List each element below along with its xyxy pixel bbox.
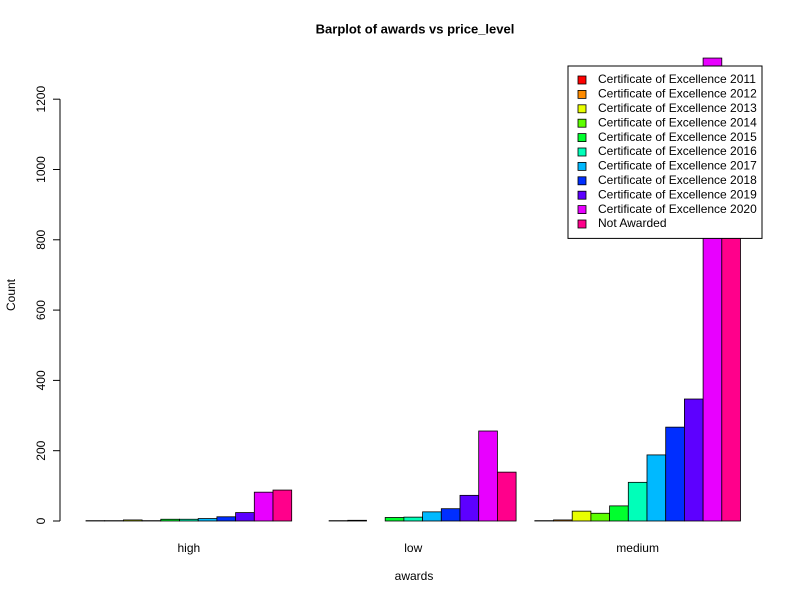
y-tick-label: 400 <box>34 370 48 390</box>
legend-swatch <box>577 118 587 128</box>
legend-label: Certificate of Excellence 2015 <box>598 130 757 144</box>
bar <box>384 517 405 522</box>
x-axis-label: awards <box>395 569 434 583</box>
legend-swatch <box>577 176 587 186</box>
bar <box>403 516 423 522</box>
legend-swatch <box>577 219 587 229</box>
bar <box>665 426 685 522</box>
legend-label: Not Awarded <box>598 216 667 230</box>
y-tick-label: 600 <box>34 300 48 320</box>
legend-label: Certificate of Excellence 2014 <box>598 115 757 129</box>
x-tick-label: medium <box>616 541 659 555</box>
y-tick-label: 200 <box>34 440 48 460</box>
bar <box>684 398 704 522</box>
y-tick-label: 1000 <box>34 156 48 183</box>
y-tick-label: 800 <box>34 229 48 249</box>
bar <box>459 494 480 522</box>
legend-swatch <box>577 75 587 85</box>
legend-label: Certificate of Excellence 2017 <box>598 159 757 173</box>
chart-title: Barplot of awards vs price_level <box>316 21 515 36</box>
bar <box>160 518 180 522</box>
bar <box>253 491 274 522</box>
y-tick-label: 1200 <box>34 86 48 113</box>
legend-label: Certificate of Excellence 2018 <box>598 173 757 187</box>
bar <box>553 519 573 522</box>
bar <box>496 471 517 522</box>
bar <box>627 481 648 522</box>
legend-box <box>567 65 763 239</box>
legend-label: Certificate of Excellence 2012 <box>598 87 757 101</box>
bar <box>123 519 143 522</box>
bar <box>646 454 667 522</box>
bar <box>440 508 461 522</box>
bar <box>272 489 293 522</box>
bar <box>179 518 199 522</box>
bar <box>422 511 442 522</box>
bar <box>571 510 592 522</box>
legend-swatch <box>577 161 587 171</box>
legend-label: Certificate of Excellence 2013 <box>598 101 757 115</box>
legend-swatch <box>577 205 587 215</box>
x-tick-label: low <box>404 541 422 555</box>
legend-label: Certificate of Excellence 2019 <box>598 187 757 201</box>
y-tick-label: 0 <box>34 517 48 524</box>
bar <box>197 518 218 522</box>
y-axis-label: Count <box>4 278 18 311</box>
x-tick-label: high <box>178 541 201 555</box>
legend-label: Certificate of Excellence 2011 <box>598 72 756 86</box>
legend-swatch <box>577 90 587 99</box>
legend-swatch <box>577 104 587 114</box>
bar <box>216 516 236 522</box>
legend-label: Certificate of Excellence 2016 <box>598 144 757 158</box>
legend-swatch <box>577 147 587 157</box>
legend-swatch <box>577 190 587 200</box>
bar <box>721 214 741 522</box>
bar <box>609 505 629 522</box>
legend-label: Certificate of Excellence 2020 <box>598 202 757 216</box>
bar <box>235 512 255 522</box>
legend-swatch <box>577 133 587 143</box>
bar <box>347 519 367 522</box>
bar <box>590 512 611 522</box>
bar <box>478 430 498 522</box>
